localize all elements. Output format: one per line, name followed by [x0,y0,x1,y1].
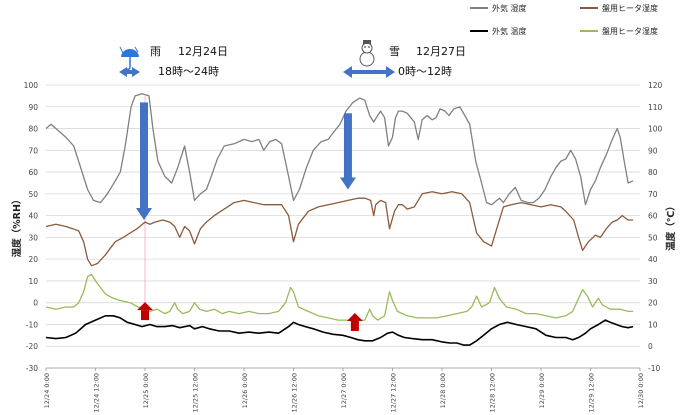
y-right-tick-label: 90 [648,146,658,155]
rain-annotation: 雨 12月24日 18時～24時 [119,45,228,78]
y-left-tick-label: 70 [28,146,38,155]
red-arrow-rain-head [137,302,153,311]
y-right-tick-label: -10 [648,364,660,373]
y-axis-left-label: 湿度（%RH） [11,195,23,258]
y-right-tick-label: 80 [648,168,658,177]
y-right-tick-label: 40 [648,255,658,264]
snowman-icon [359,40,375,67]
x-tick-label: 12/28 0:00 [439,373,447,408]
y-right-tick-label: 30 [648,277,658,286]
y-right-tick-label: 0 [648,342,653,351]
x-tick-label: 12/28 12:00 [489,373,497,413]
red-arrow-rain-shaft [141,310,149,321]
red-arrow-snow-head [346,312,363,321]
legend-label-heater-humidity: 盤用ヒータ湿度 [602,3,658,13]
series-layer [45,93,634,346]
y-right-tick-label: 120 [648,81,663,90]
x-tick-label: 12/24 0:00 [43,373,51,408]
y-right-tick-label: 60 [648,212,658,221]
legend-label-heater-humidity-2: 盤用ヒータ湿度 [602,26,658,36]
rain-date-label: 12月24日 [178,45,228,58]
series-line-3 [45,273,634,321]
grid-lines [46,84,640,369]
y-left-tick-label: 100 [24,81,39,90]
rain-weather-label: 雨 [150,45,161,58]
y-right-tick-label: 100 [648,125,663,134]
y-left-tick-label: 80 [28,125,38,134]
y-left-tick-label: 10 [28,277,38,286]
rain-time-label: 18時～24時 [158,65,219,78]
x-tick-label: 12/27 12:00 [390,373,398,413]
legend: 外気 湿度 盤用ヒータ湿度 外気 温度 盤用ヒータ湿度 [470,3,658,36]
y-right-tick-label: 20 [648,299,658,308]
y-left-tick-label: 50 [28,190,38,199]
y-left-tick-label: 20 [28,255,38,264]
y-left-tick-label: -30 [26,364,38,373]
y-left-tick-label: -10 [26,320,38,329]
snow-annotation: 雪 12月27日 0時～12時 [343,40,466,78]
y-left-tick-label: 60 [28,168,38,177]
blue-arrow-rain-shaft [140,102,149,210]
series-line-0 [45,93,634,206]
series-line-2 [45,314,634,346]
y-left-tick-label: 90 [28,103,38,112]
x-tick-label: 12/26 0:00 [241,373,249,408]
blue-arrow-rain-head [136,207,153,220]
x-tick-label: 12/26 12:00 [291,373,299,413]
x-tick-label: 12/30 0:00 [637,373,645,408]
legend-label-outdoor-humidity: 外気 湿度 [492,3,527,13]
x-tick-label: 12/29 0:00 [538,373,546,408]
x-tick-label: 12/24 12:00 [93,373,101,413]
blue-arrow-snow-head [339,177,356,190]
y-right-tick-label: 70 [648,190,658,199]
x-tick-label: 12/29 12:00 [588,373,596,413]
y-left-tick-label: 0 [33,299,38,308]
snow-time-label: 0時～12時 [398,65,452,78]
y-left-tick-label: 40 [28,212,38,221]
y-left-tick-label: 30 [28,233,38,242]
rain-period-arrow [119,67,140,77]
arrow-layer [136,102,363,331]
x-tick-label: 12/25 12:00 [192,373,200,413]
x-axis: 12/24 0:00 12/24 12:00 12/25 0:00 12/25 12:… [43,367,645,413]
legend-label-outdoor-temperature: 外気 温度 [492,26,527,36]
series-line-1 [45,191,634,267]
y-right-tick-label: 110 [648,103,663,112]
y-right-tick-label: 50 [648,233,658,242]
red-arrow-snow-shaft [350,320,359,331]
x-tick-label: 12/27 0:00 [340,373,348,408]
y-axis-right-label: 温度（℃） [665,201,677,251]
snow-period-arrow [343,66,395,78]
snow-date-label: 12月27日 [416,45,466,58]
snow-weather-label: 雪 [389,45,400,58]
x-tick-label: 12/25 0:00 [142,373,150,408]
umbrella-icon [119,46,139,70]
y-left-tick-label: -20 [26,342,38,351]
blue-arrow-snow-shaft [343,113,352,180]
y-right-tick-label: 10 [648,320,658,329]
